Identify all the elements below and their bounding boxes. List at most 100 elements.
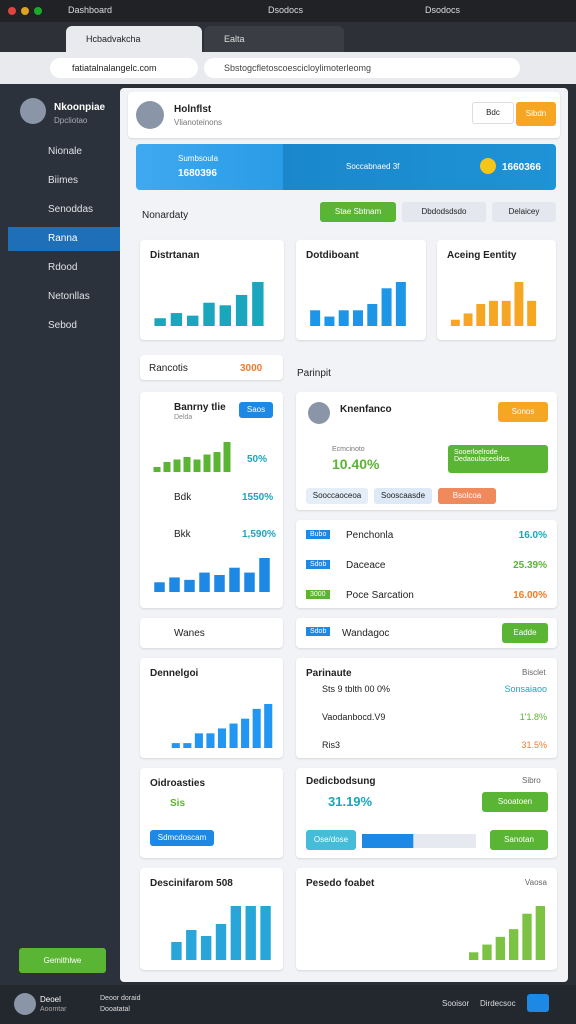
footer-button[interactable] [527, 994, 549, 1012]
url-box[interactable]: fatiatalnalangelc.com [50, 58, 198, 78]
max-dot[interactable] [34, 7, 42, 15]
bar [194, 733, 203, 748]
tab[interactable]: Hcbadvakcha [66, 26, 202, 52]
row-card: Sdob Wandagoc Eadde [296, 618, 557, 648]
nav-item[interactable]: Nionale [48, 146, 82, 157]
row-label: Wandagoc [342, 628, 390, 639]
row-tag: Bubo [306, 530, 331, 539]
avatar [14, 993, 36, 1015]
bar [469, 952, 479, 960]
row-label: Bdk [174, 492, 192, 503]
row-label: Sts 9 tblth 00 0% [322, 684, 391, 694]
bar [509, 929, 519, 960]
tab-bar: Hcbadvakcha Ealta [0, 22, 576, 52]
small-card: Oidroasties Sis Sdmcdoscam [140, 768, 283, 858]
tab-label: Hcbadvakcha [86, 34, 141, 44]
bar [183, 457, 191, 472]
row-tag: 3000 [306, 590, 330, 599]
card-side: Bisclet [522, 668, 546, 677]
mini-chart [171, 906, 271, 960]
bar [219, 305, 231, 326]
card-button[interactable]: Ose/dose [306, 830, 356, 850]
min-dot[interactable] [21, 7, 29, 15]
row-value: 16.0% [518, 530, 547, 541]
card-button[interactable]: Saos [239, 402, 273, 418]
bar [353, 310, 363, 326]
side-label: Parinpit [297, 368, 331, 379]
card-button[interactable]: Bsolcoa [438, 488, 496, 504]
chart-card: Pesedo foabet Vaosa [296, 868, 557, 970]
note: Sooerloelrode Dedaoulaiceoldos [448, 445, 548, 473]
bar [381, 288, 392, 326]
chart-card: Descinifarom 508 [140, 868, 283, 970]
card-side: Vaosa [524, 878, 547, 887]
card-button[interactable]: Sonos [498, 402, 548, 422]
row-button[interactable]: Eadde [502, 623, 548, 643]
mini-chart [154, 558, 270, 592]
filter[interactable]: Rancotis 3000 [140, 355, 283, 380]
bar [230, 906, 242, 960]
chart-card: Dotdiboant [296, 240, 426, 340]
avatar [136, 101, 164, 129]
footer-link[interactable]: Sooisor [442, 999, 470, 1008]
user-name: Nkoonpiae [54, 102, 106, 113]
bar [173, 459, 181, 472]
nav-item[interactable]: Senoddas [48, 204, 94, 215]
row-name: Penchonla [346, 530, 394, 541]
bar [252, 282, 264, 326]
bar [310, 310, 321, 326]
row-card[interactable]: Wanes [140, 618, 283, 648]
bar [199, 572, 210, 592]
nav-item[interactable]: Biimes [48, 175, 79, 186]
header-button[interactable]: Bdc [472, 102, 514, 124]
bar [476, 304, 486, 326]
section-tab[interactable]: Delaicey [492, 202, 556, 222]
card-button[interactable]: Sooscaasde [374, 488, 432, 504]
banner-label: Sumbsoula [178, 154, 219, 163]
row-label: Wanes [174, 628, 205, 639]
card-button[interactable]: Sooatoen [482, 792, 548, 812]
filter-label: Rancotis [149, 363, 188, 374]
close-dot[interactable] [8, 7, 16, 15]
banner-value: 1680396 [178, 168, 217, 179]
chart-card: Aceing Eentity [437, 240, 556, 340]
bar [482, 944, 492, 960]
card-button[interactable]: Sooccaoceoa [306, 488, 368, 504]
row-name: Poce Sarcation [346, 590, 414, 601]
nav-item[interactable]: Ranna [8, 227, 120, 251]
nav-item[interactable]: Rdood [48, 262, 78, 273]
card-title: Banrny tlie [174, 402, 226, 413]
url-text: Sbstogcfletoscoescicloylimoterleomg [224, 63, 372, 73]
card-title: Parinaute [306, 668, 352, 679]
tab[interactable]: Ealta [204, 26, 344, 52]
bar [171, 942, 182, 960]
url-box[interactable]: Sbstogcfletoscoescicloylimoterleomg [204, 58, 520, 78]
bar [154, 582, 165, 592]
tab-title[interactable]: Dashboard [68, 5, 113, 15]
section-tab[interactable]: Dbdodsdsdo [402, 202, 486, 222]
right-card: Knenfanco Sonos Ecmcinoto 10.40% Sooerlo… [296, 392, 557, 510]
section-tab[interactable]: Stae Sbtnam [320, 202, 396, 222]
row-value: 31.5% [521, 740, 547, 750]
row-value: 25.39% [513, 560, 547, 571]
nav-item[interactable]: Sebod [48, 320, 77, 331]
header-button[interactable]: Sibdn [516, 102, 556, 126]
card-button[interactable]: Sdmcdoscam [150, 830, 214, 846]
header-name: Holnflst [174, 104, 212, 115]
nav-item[interactable]: Netonllas [48, 291, 90, 302]
bar [244, 572, 255, 592]
header-role: Vlianoteinons [174, 118, 223, 127]
bar [395, 282, 406, 326]
chart-card: Dennelgoi [140, 658, 283, 758]
bar [169, 577, 180, 592]
bar [206, 733, 215, 748]
footer-link[interactable]: Dirdecsoc [480, 999, 516, 1008]
bar [223, 442, 231, 472]
filter-value: 3000 [240, 363, 263, 374]
sidebar-button[interactable]: Gemithlwe [19, 948, 106, 973]
card-button[interactable]: Sanotan [490, 830, 548, 850]
bar [186, 930, 197, 960]
banner-middle: Soccabnaed 3f [346, 162, 400, 171]
main: Holnflst Vlianoteinons Bdc Sibdn Sumbsou… [120, 88, 568, 982]
